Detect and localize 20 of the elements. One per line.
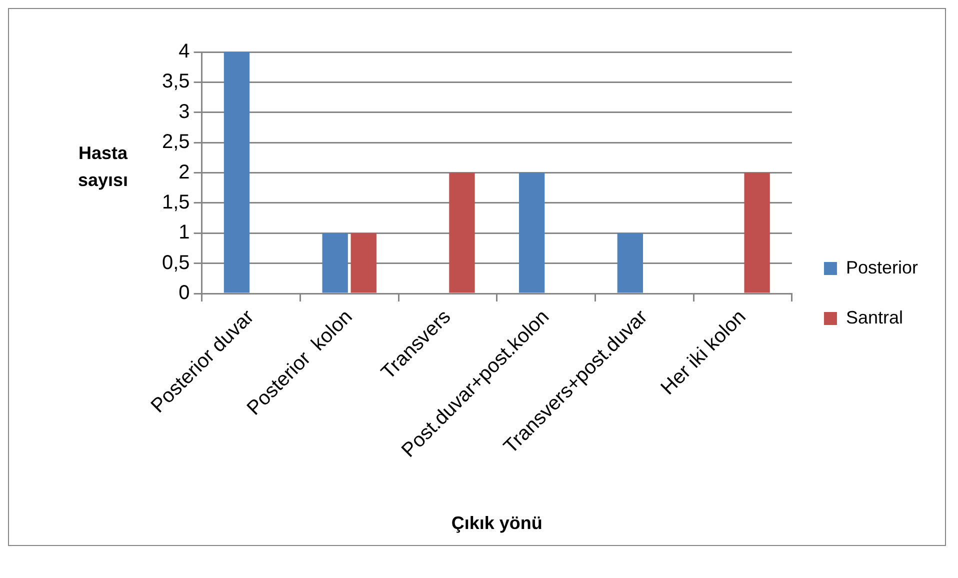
y-tick-label: 3 xyxy=(178,100,190,123)
bar xyxy=(449,172,475,293)
y-tick-label: 3,5 xyxy=(162,70,190,93)
y-tick-label: 2,5 xyxy=(162,131,190,154)
bar xyxy=(350,233,376,293)
bar xyxy=(617,233,644,293)
bar xyxy=(744,172,770,293)
y-tick-label: 1,5 xyxy=(162,191,190,214)
bar xyxy=(518,172,545,293)
y-tick-label: 1 xyxy=(178,222,190,244)
y-axis-title: Hasta sayısı xyxy=(76,142,130,192)
legend-label: Santral xyxy=(846,307,904,328)
bar xyxy=(224,52,250,293)
y-tick-label: 2 xyxy=(178,161,190,184)
y-tick-label: 0,5 xyxy=(162,252,190,274)
legend-label: Posterior xyxy=(846,257,918,278)
y-tick-label: 0 xyxy=(178,282,190,304)
x-axis-title: Çıkık yönü xyxy=(451,513,542,534)
bar xyxy=(322,233,348,293)
y-tick-label: 4 xyxy=(178,40,190,63)
